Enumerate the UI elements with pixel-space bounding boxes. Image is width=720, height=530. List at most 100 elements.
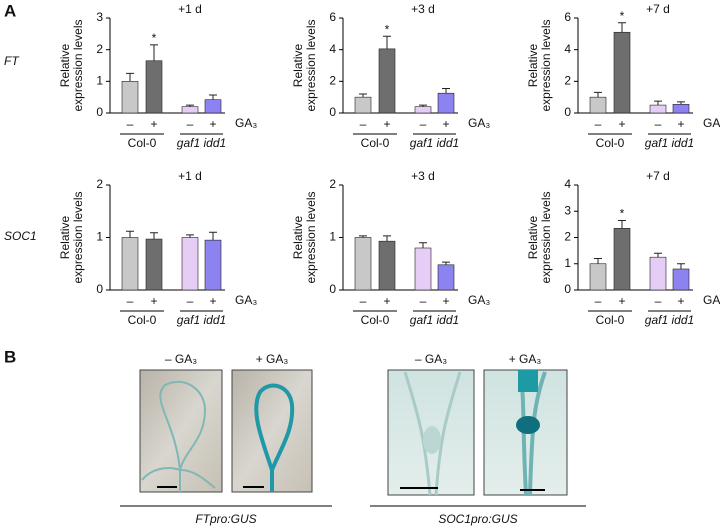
x-tick-label: –	[595, 294, 602, 308]
error-bar	[383, 235, 391, 242]
x-tick-label: –	[127, 294, 134, 308]
bar	[649, 256, 667, 291]
x-axis-label: GA₃	[235, 293, 257, 307]
x-tick-label: –	[420, 117, 427, 131]
group-label: Col-0	[596, 136, 625, 150]
y-tick-label: 2	[564, 74, 571, 88]
x-tick-label: –	[187, 294, 194, 308]
image-label: – GA₃	[165, 352, 197, 366]
group-label: gaf1 idd1	[177, 313, 226, 327]
bar	[437, 264, 455, 291]
y-tick-label: 1	[564, 256, 571, 270]
x-tick-label: –	[655, 117, 662, 131]
y-tick-label: 0	[329, 105, 336, 119]
bar-chart: +7 d Relative expression levels 0 1 2 3 4 – * + – + C…	[526, 169, 720, 327]
error-bar	[618, 22, 626, 33]
y-axis-label: expression levels	[71, 191, 85, 283]
y-tick-label: 2	[329, 74, 336, 88]
group-label: gaf1 idd1	[410, 136, 459, 150]
error-bar	[442, 261, 450, 265]
x-tick-label: +	[150, 117, 157, 131]
chart-title: +3 d	[411, 169, 435, 183]
group-label: Col-0	[361, 136, 390, 150]
y-axis-label: Relative	[291, 216, 305, 260]
y-tick-label: 2	[96, 177, 103, 191]
error-bar	[150, 44, 158, 61]
y-axis-label: Relative	[526, 216, 540, 260]
y-tick-label: 6	[329, 10, 336, 24]
significance-mark: *	[620, 9, 625, 23]
bar	[613, 228, 631, 291]
bar-chart: +1 d Relative expression levels 0 1 2 3 – * + – + Co…	[58, 2, 257, 150]
bar-chart: +7 d Relative expression levels 0 2 4 6 – * + – + Co…	[526, 2, 720, 150]
x-axis-label: GA₃	[468, 116, 490, 130]
group-label: Col-0	[361, 313, 390, 327]
error-bar	[126, 72, 134, 82]
apex	[423, 426, 441, 454]
bar	[204, 99, 222, 114]
group-label: Col-0	[596, 313, 625, 327]
x-tick-label: +	[442, 117, 449, 131]
image-label: – GA₃	[415, 352, 447, 366]
chart-title: +1 d	[178, 2, 202, 16]
x-tick-label: +	[209, 294, 216, 308]
bar	[649, 104, 667, 114]
x-tick-label: +	[150, 294, 157, 308]
construct-label: FTpro:GUS	[195, 512, 256, 526]
bar	[437, 92, 455, 114]
error-bar	[209, 94, 217, 100]
y-tick-label: 0	[564, 282, 571, 296]
bar-chart: +1 d Relative expression levels 0 1 2 – + – + Col-…	[58, 169, 257, 327]
x-tick-label: +	[383, 294, 390, 308]
bar-chart: +3 d Relative expression levels 0 1 2 – + – + Col-…	[291, 169, 490, 327]
panel-label: B	[4, 347, 16, 366]
x-tick-label: –	[187, 117, 194, 131]
y-tick-label: 4	[329, 42, 336, 56]
bar	[354, 96, 372, 114]
y-tick-label: 2	[564, 230, 571, 244]
y-tick-label: 0	[564, 105, 571, 119]
significance-mark: *	[385, 22, 390, 36]
chart-title: +3 d	[411, 2, 435, 16]
error-bar	[359, 235, 367, 238]
error-bar	[383, 35, 391, 49]
error-bar	[126, 230, 134, 238]
chart-title: +1 d	[178, 169, 202, 183]
y-axis-label: expression levels	[304, 191, 318, 283]
bar	[589, 263, 607, 291]
y-axis-label: expression levels	[539, 191, 553, 283]
x-axis-label: GA₃	[468, 293, 490, 307]
bar-chart: +3 d Relative expression levels 0 2 4 6 – * + – + Co…	[291, 2, 490, 150]
y-axis-label: Relative	[526, 44, 540, 88]
y-tick-label: 0	[329, 282, 336, 296]
y-tick-label: 4	[564, 42, 571, 56]
x-tick-label: +	[383, 117, 390, 131]
x-tick-label: +	[618, 294, 625, 308]
bar	[121, 237, 139, 291]
chart-title: +7 d	[646, 2, 670, 16]
y-tick-label: 3	[96, 10, 103, 24]
bar	[589, 96, 607, 114]
stain	[518, 370, 538, 392]
image-label: + GA₃	[509, 352, 542, 366]
bar	[121, 81, 139, 114]
seedling	[403, 371, 462, 496]
group-label: gaf1 idd1	[410, 313, 459, 327]
y-tick-label: 6	[564, 10, 571, 24]
y-tick-label: 1	[96, 74, 103, 88]
error-bar	[209, 231, 217, 241]
x-tick-label: +	[618, 117, 625, 131]
bar	[181, 237, 199, 291]
x-tick-label: –	[360, 117, 367, 131]
x-tick-label: –	[360, 294, 367, 308]
bar	[414, 247, 432, 291]
panel-b: – GA₃ + GA₃ – GA₃ + GA₃ FTpro:GUS SOC1pr…	[120, 352, 586, 526]
error-bar	[618, 219, 626, 229]
panel-label: A	[4, 1, 16, 20]
y-tick-label: 1	[329, 230, 336, 244]
x-tick-label: +	[677, 117, 684, 131]
x-axis-label: GA₃	[703, 293, 720, 307]
y-tick-label: 0	[96, 282, 103, 296]
chart-title: +7 d	[646, 169, 670, 183]
bar	[378, 48, 396, 114]
